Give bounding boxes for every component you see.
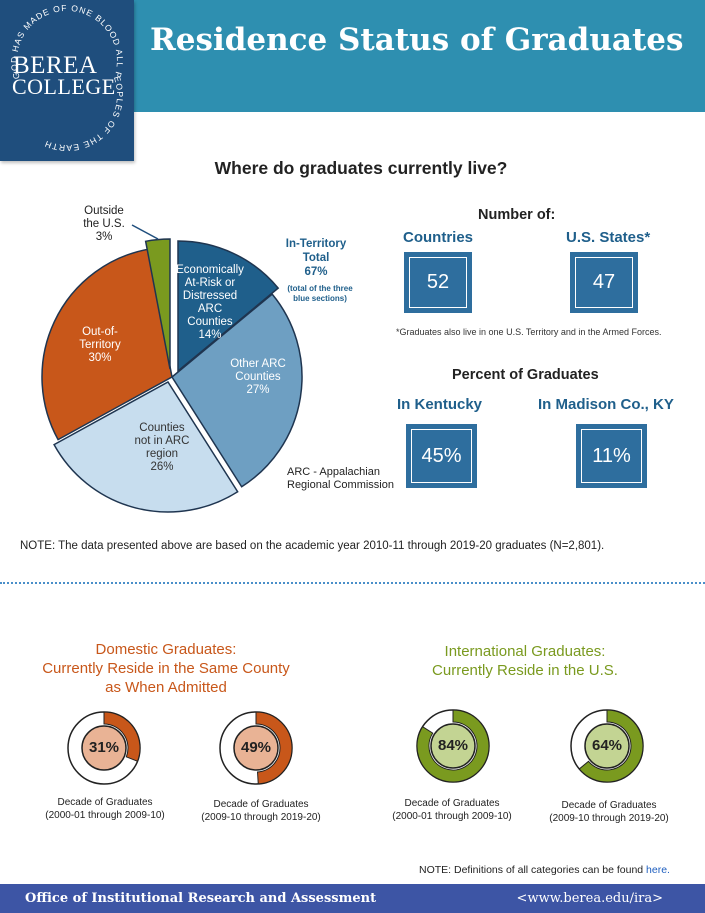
percent-title: Percent of Graduates <box>452 367 599 383</box>
donut-domestic-2000s <box>67 711 141 785</box>
pie-slice-econ <box>177 240 280 373</box>
section-divider <box>0 582 705 584</box>
donut-international-2010s <box>570 709 644 783</box>
pie-slice-outside-us <box>144 238 171 370</box>
states-footnote: *Graduates also live in one U.S. Territo… <box>396 327 662 337</box>
donut-center <box>584 723 630 769</box>
donut-value-domestic-2010s: 49% <box>240 739 272 756</box>
outside-us-leader-line <box>131 224 159 240</box>
pie-slice-other-arc <box>171 293 303 488</box>
domestic-title: Domestic Graduates: Currently Reside in … <box>42 641 290 696</box>
caption-domestic-2000s: Decade of Graduates (2000-01 through 200… <box>45 797 165 821</box>
countries-stat-box: 52 <box>404 252 472 313</box>
donut-value-international-2010s: 64% <box>591 737 623 754</box>
definitions-link[interactable]: here. <box>646 864 670 876</box>
states-stat-box: 47 <box>570 252 638 313</box>
donut-value-international-2000s: 84% <box>437 737 469 754</box>
madison-label: In Madison Co., KY <box>538 396 674 413</box>
donut-center <box>81 725 127 771</box>
definitions-note-text: NOTE: Definitions of all categories can … <box>419 864 647 876</box>
pie-label-non-arc: Counties not in ARC region 26% <box>134 422 190 473</box>
number-of-title: Number of: <box>478 207 556 223</box>
international-title: International Graduates: Currently Resid… <box>432 643 618 679</box>
kentucky-label: In Kentucky <box>397 396 483 413</box>
caption-domestic-2010s: Decade of Graduates (2009-10 through 201… <box>201 799 321 823</box>
donut-center <box>430 723 476 769</box>
pie-slice-out <box>41 248 173 441</box>
berea-college-logo[interactable]: GOD HAS MADE OF ONE BLOOD ALL PEOPLES OF… <box>0 0 134 161</box>
madison-value: 11% <box>581 429 642 483</box>
pie-label-out-of-territory: Out-of- Territory 30% <box>79 326 121 364</box>
section-subtitle: Where do graduates currently live? <box>214 158 508 178</box>
kentucky-stat-box: 45% <box>406 424 477 488</box>
caption-international-2000s: Decade of Graduates (2000-01 through 200… <box>392 798 512 822</box>
madison-stat-box: 11% <box>576 424 647 488</box>
donut-international-2000s <box>416 709 490 783</box>
donut-value-arc <box>416 709 490 783</box>
logo-name-college: COLLEGE <box>12 74 116 99</box>
pie-label-outside-us: Outside the U.S. 3% <box>83 205 125 243</box>
donut-domestic-2010s <box>219 711 293 785</box>
logo-seal: GOD HAS MADE OF ONE BLOOD ALL PEOPLES OF… <box>9 3 124 153</box>
countries-value: 52 <box>409 257 467 308</box>
pie-label-econ-at-risk: Economically At-Risk or Distressed ARC C… <box>176 264 244 341</box>
donut-value-domestic-2000s: 31% <box>88 739 120 756</box>
definitions-note: NOTE: Definitions of all categories can … <box>419 864 670 876</box>
residence-pie-chart <box>41 224 303 513</box>
states-value: 47 <box>575 257 633 308</box>
pie-slice-non-arc <box>53 381 239 513</box>
page-title: Residence Status of Graduates <box>150 22 684 58</box>
footer: Office of Institutional Research and Ass… <box>0 884 705 913</box>
donut-center <box>233 725 279 771</box>
in-territory-note: (total of the three blue sections) <box>287 284 353 303</box>
footer-url[interactable]: <www.berea.edu/ira> <box>516 891 663 906</box>
donut-value-arc <box>578 709 644 783</box>
arc-definition: ARC - Appalachian Regional Commission <box>287 466 394 491</box>
kentucky-value: 45% <box>411 429 472 483</box>
footer-office: Office of Institutional Research and Ass… <box>25 891 377 906</box>
in-territory-total: In-Territory Total 67% <box>285 238 347 278</box>
donut-value-arc <box>103 711 141 762</box>
pie-label-other-arc: Other ARC Counties 27% <box>230 358 286 396</box>
data-note: NOTE: The data presented above are based… <box>20 540 605 552</box>
logo-name-berea: BEREA <box>13 52 98 79</box>
caption-international-2010s: Decade of Graduates (2009-10 through 201… <box>549 800 669 824</box>
donut-value-arc <box>255 711 293 785</box>
us-states-label: U.S. States* <box>566 229 651 246</box>
header: Residence Status of Graduates GOD HAS MA… <box>0 0 705 161</box>
countries-label: Countries <box>403 229 474 246</box>
